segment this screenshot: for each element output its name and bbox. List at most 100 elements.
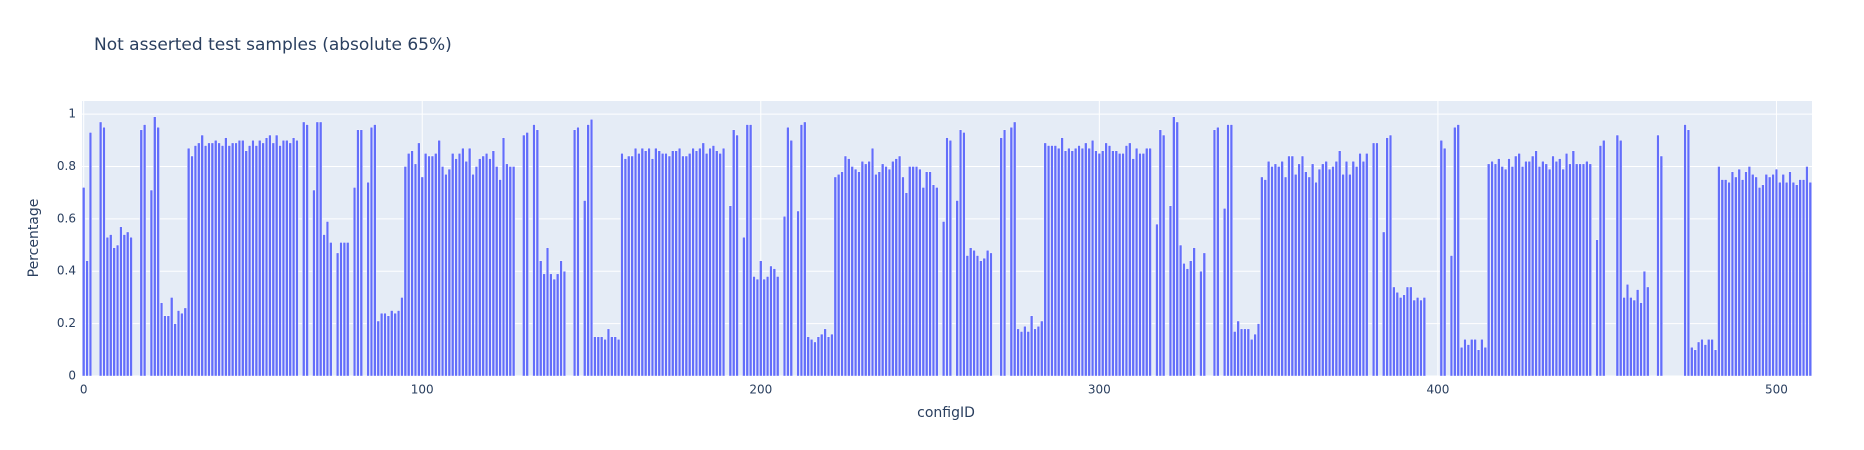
y-axis-title: Percentage	[26, 199, 42, 278]
bar	[1697, 341, 1701, 377]
bar	[701, 142, 705, 377]
bar	[864, 163, 868, 377]
bar	[613, 336, 617, 377]
bar	[1057, 147, 1061, 377]
bar	[904, 192, 908, 377]
bar	[85, 260, 89, 377]
bar	[559, 260, 563, 377]
bar	[945, 137, 949, 377]
bar	[677, 147, 682, 377]
bar	[664, 153, 668, 377]
bar	[1331, 166, 1335, 377]
bar	[160, 302, 164, 377]
bar	[813, 341, 817, 377]
bar	[647, 147, 651, 377]
bar	[1629, 297, 1633, 377]
bar	[1778, 181, 1782, 377]
bar	[474, 166, 478, 377]
bar	[180, 312, 184, 377]
bar	[1101, 150, 1105, 377]
bar	[336, 252, 340, 377]
bar	[1287, 155, 1291, 377]
bar	[870, 147, 875, 377]
bar	[1439, 140, 1443, 377]
bar	[749, 124, 753, 377]
bar	[187, 147, 191, 377]
bar	[1801, 179, 1806, 377]
bar	[285, 140, 289, 377]
bar	[1077, 145, 1081, 377]
bar	[1419, 299, 1423, 377]
bar	[281, 140, 285, 377]
bar	[1246, 328, 1250, 377]
bar	[999, 137, 1003, 377]
bar	[268, 134, 272, 377]
bar	[1741, 179, 1745, 377]
bar	[1768, 176, 1772, 377]
bar	[1250, 339, 1254, 377]
bar	[237, 140, 241, 377]
bar	[1456, 124, 1460, 377]
bar	[1402, 294, 1406, 377]
bar	[1070, 150, 1074, 377]
bar	[1074, 147, 1078, 377]
bar	[1121, 153, 1125, 377]
bar	[1341, 174, 1345, 377]
bar	[163, 315, 167, 377]
bar	[149, 189, 153, 377]
bar	[894, 158, 898, 377]
bar	[207, 142, 211, 377]
bar	[1524, 161, 1528, 377]
bar	[1754, 176, 1758, 377]
bar	[1558, 158, 1562, 377]
bar	[620, 153, 624, 377]
bar	[671, 150, 675, 377]
bar	[1189, 260, 1193, 377]
bar	[586, 124, 590, 377]
bar	[1466, 344, 1470, 377]
bar	[1216, 126, 1220, 377]
bar	[312, 189, 316, 377]
bar	[576, 126, 580, 377]
bar	[461, 147, 465, 377]
bar	[1615, 134, 1619, 377]
bar	[810, 339, 814, 377]
bar	[1504, 168, 1508, 377]
bar	[1575, 163, 1579, 377]
bar	[1598, 145, 1602, 377]
bar	[1118, 153, 1122, 377]
bar	[109, 234, 113, 377]
bar	[1179, 244, 1183, 377]
bar	[1016, 328, 1020, 377]
bar	[102, 126, 106, 377]
bar	[1351, 161, 1355, 377]
bar	[826, 336, 831, 377]
bar	[1449, 255, 1453, 377]
bar	[119, 226, 123, 377]
bar	[112, 247, 116, 377]
bar	[630, 155, 634, 377]
bar	[227, 145, 231, 377]
bar	[1585, 161, 1589, 377]
bar	[711, 145, 715, 377]
bar	[637, 153, 641, 377]
bar	[1399, 297, 1403, 377]
bar	[918, 168, 922, 377]
bar	[1280, 161, 1284, 377]
bar	[942, 221, 946, 377]
bar	[627, 155, 631, 377]
bar	[1388, 134, 1393, 377]
bar	[606, 328, 611, 377]
bar	[698, 147, 702, 377]
bar	[1416, 297, 1420, 377]
bar	[430, 155, 434, 377]
bar	[210, 142, 214, 377]
bar	[1693, 349, 1697, 377]
bar	[325, 221, 330, 377]
x-tick-label: 100	[411, 383, 434, 397]
bar	[1774, 168, 1779, 377]
bar	[931, 184, 936, 377]
bar	[1199, 271, 1203, 377]
bar	[478, 158, 482, 377]
bar	[1561, 168, 1565, 377]
